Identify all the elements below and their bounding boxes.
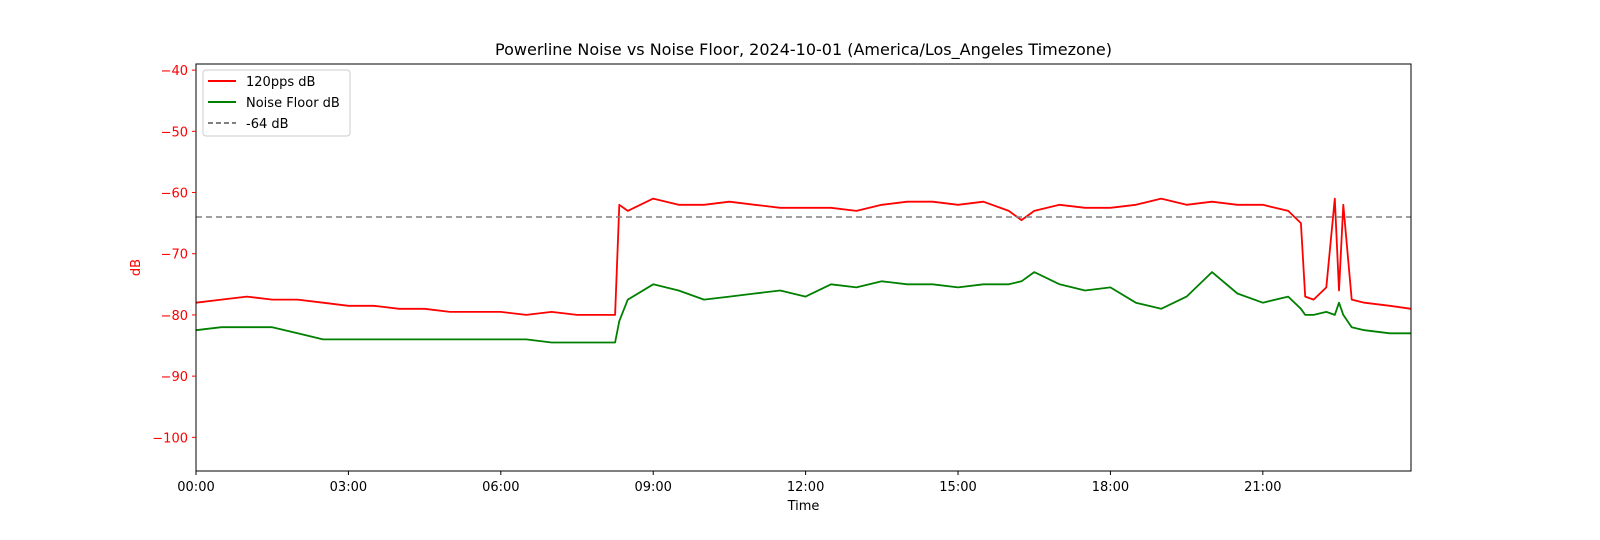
legend: 120pps dB Noise Floor dB -64 dB xyxy=(202,69,351,137)
x-axis-label: Time xyxy=(787,499,820,514)
y-axis: −40 −50 −60 −70 −80 −90 −100 xyxy=(152,64,196,446)
y-tick-label: −100 xyxy=(152,431,188,446)
chart-title: Powerline Noise vs Noise Floor, 2024-10-… xyxy=(495,40,1112,60)
series-line-120pps-db xyxy=(195,197,1412,316)
y-tick-label: −80 xyxy=(161,309,188,324)
x-tick-label: 21:00 xyxy=(1244,480,1281,495)
legend-label-120pps: 120pps dB xyxy=(246,75,315,90)
y-tick-label: −50 xyxy=(161,125,188,140)
x-tick-label: 03:00 xyxy=(330,480,367,495)
series-line-noise-floor-db xyxy=(195,271,1411,344)
series-lines xyxy=(195,197,1412,344)
x-tick-label: 06:00 xyxy=(482,480,519,495)
plot-frame xyxy=(195,63,1412,472)
x-tick-label: 09:00 xyxy=(634,480,671,495)
y-tick-label: −70 xyxy=(161,248,188,263)
y-tick-label: −40 xyxy=(161,64,188,79)
y-tick-label: −60 xyxy=(161,187,188,202)
legend-label-noise-floor: Noise Floor dB xyxy=(246,96,340,111)
x-tick-label: 15:00 xyxy=(939,480,976,495)
x-tick-label: 00:00 xyxy=(177,480,214,495)
x-tick-label: 12:00 xyxy=(787,480,824,495)
legend-box xyxy=(202,69,351,137)
x-axis: 00:00 03:00 06:00 09:00 12:00 15:00 18:00 21:00 xyxy=(177,471,1282,495)
y-axis-label: dB xyxy=(129,259,144,276)
legend-label-reference: -64 dB xyxy=(246,117,289,132)
x-tick-label: 18:00 xyxy=(1092,480,1129,495)
y-tick-label: −90 xyxy=(161,370,188,385)
